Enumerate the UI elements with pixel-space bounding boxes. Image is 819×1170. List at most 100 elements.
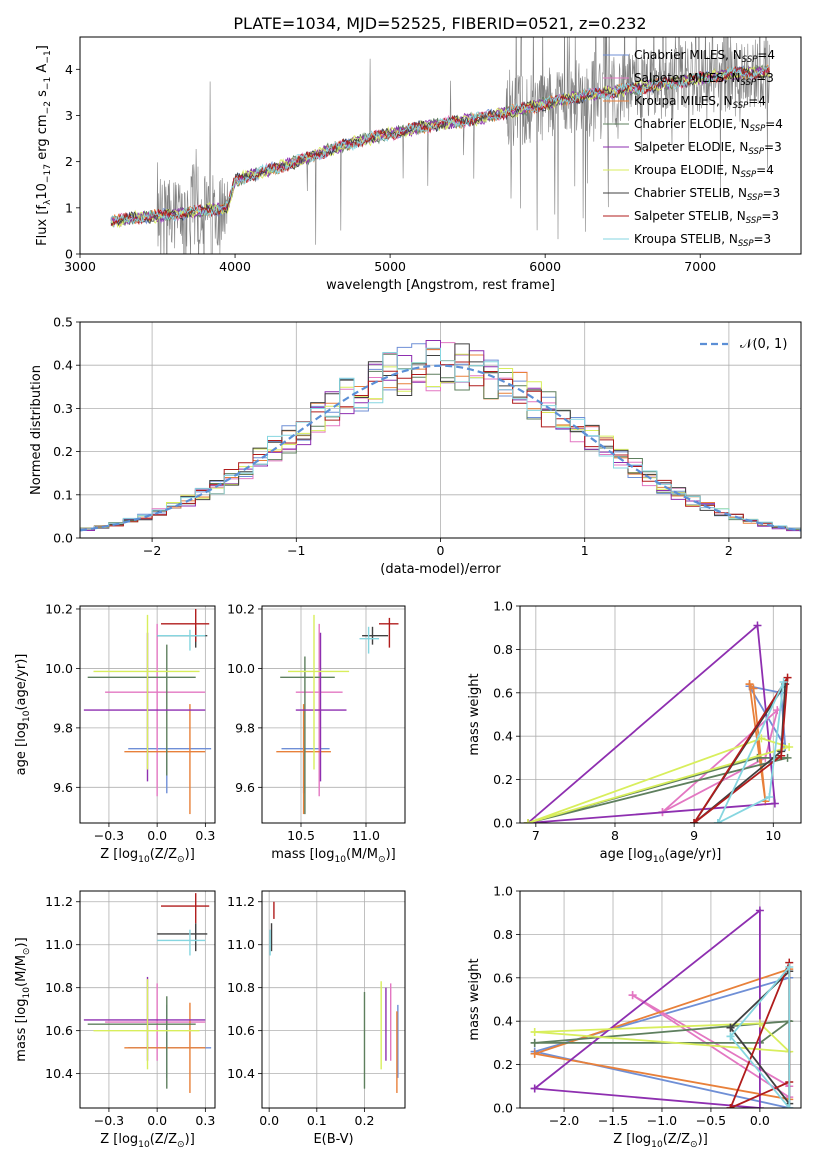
point-salpeter-elodie xyxy=(83,632,206,782)
y-tick-label: 10.4 xyxy=(45,1066,73,1081)
legend-entry-label: Chabrier STELIB, N xyxy=(634,186,747,200)
point-kroupa-stelib xyxy=(157,929,206,956)
x-axis-label: mass [log10(M/M⊙)] xyxy=(271,847,395,865)
legend-entry-label: Kroupa STELIB, N xyxy=(634,232,738,246)
legend-entry-label: Kroupa ELODIE, N xyxy=(634,163,741,177)
y-axis-label-part: −1 xyxy=(43,50,53,63)
x-axis-label-part: (M/M xyxy=(346,847,378,862)
plot-area-weight-vs-Z xyxy=(530,906,794,1108)
x-tick-label: 4000 xyxy=(219,259,251,274)
weight-marker xyxy=(523,819,532,823)
legend-entry-sub: SSP xyxy=(741,170,757,180)
plot-area-age-vs-mass xyxy=(276,614,399,815)
panel-residuals: −2 −1 0 1 2 0.0 0.1 0.2 0.3 0.4 0.5 (data-model)/er… xyxy=(29,315,802,577)
point-kroupa-miles xyxy=(124,704,206,815)
x-axis-label-part: 10 xyxy=(651,1140,663,1150)
x-tick-label: 0.0 xyxy=(750,1113,770,1128)
y-tick-label: 0.1 xyxy=(53,487,73,502)
legend-entry: Kroupa MILES, NSSP=4 xyxy=(634,94,766,111)
point-kroupa-elodie xyxy=(93,979,200,1070)
weight-line-salpeter-stelib xyxy=(693,677,789,823)
y-tick-label: 10.2 xyxy=(45,601,73,616)
x-axis-label-part: mass [log xyxy=(271,847,334,862)
plot-area-weight-vs-age xyxy=(523,621,794,823)
model-line-kroupa-stelib xyxy=(110,65,770,225)
model-line-salpeter-stelib xyxy=(110,66,771,227)
legend-entry-label: Salpeter STELIB, N xyxy=(634,209,746,223)
weight-marker xyxy=(713,819,722,823)
y-axis-label-part: ⊙ xyxy=(22,947,32,955)
y-axis-label: mass weight xyxy=(467,673,482,755)
x-axis-label: E(B-V) xyxy=(313,1132,353,1147)
weight-marker xyxy=(785,962,794,971)
x-axis-label-part: Z [log xyxy=(100,1132,138,1147)
weight-marker xyxy=(755,906,764,915)
y-tick-label: 11.0 xyxy=(45,937,73,952)
y-tick-label: 10.2 xyxy=(227,601,255,616)
x-tick-label: −0.5 xyxy=(696,1113,726,1128)
legend-entry-sub: SSP xyxy=(750,124,766,134)
legend-entry: Salpeter STELIB, NSSP=3 xyxy=(634,209,779,226)
y-tick-label: 0.5 xyxy=(53,315,73,330)
x-axis-label-part: 10 xyxy=(653,855,665,865)
panel-mass-vs-ebv: 0.0 0.1 0.2 10.4 10.6 10.8 11.0 11.2 E(B-V) xyxy=(227,890,406,1147)
weight-marker xyxy=(770,799,779,808)
panel-weight-vs-Z: −2.0 −1.5 −1.0 −0.5 0.0 0.0 0.2 0.4 0.6 0.8 1.0 Z [… xyxy=(467,884,802,1150)
x-axis-label-part: Z [log xyxy=(100,847,138,862)
legend-entry-tail: =3 xyxy=(756,71,774,85)
x-axis-label-part: 10 xyxy=(138,1140,150,1150)
y-axis-label-part: A xyxy=(35,64,50,77)
x-axis-label-part: ⊙ xyxy=(378,855,386,865)
legend-entry-sub: SSP xyxy=(746,216,762,226)
y-axis-label-part: mass [log xyxy=(14,999,29,1062)
y-tick-label: 0.2 xyxy=(493,772,513,787)
y-tick-label: 1.0 xyxy=(493,599,513,614)
axes-frame xyxy=(261,605,406,824)
weight-marker xyxy=(530,1038,539,1047)
weight-marker xyxy=(530,1049,539,1058)
x-axis-label-part: (Z/Z xyxy=(150,847,177,862)
figure-title: PLATE=1034, MJD=52525, FIBERID=0521, z=0… xyxy=(233,14,646,33)
x-tick-label: 0.0 xyxy=(259,1113,279,1128)
x-tick-label: 6000 xyxy=(529,259,561,274)
weight-marker xyxy=(628,991,637,1000)
legend-entry-tail: =4 xyxy=(756,163,774,177)
histogram-chabrier-stelib xyxy=(80,343,801,529)
point-chabrier-elodie xyxy=(87,996,196,1089)
y-tick-label: 11.0 xyxy=(227,937,255,952)
y-axis-label-part: 10 xyxy=(22,710,32,722)
x-tick-label: −2.0 xyxy=(549,1113,579,1128)
x-tick-label: 0.2 xyxy=(355,1113,375,1128)
y-tick-label: 2 xyxy=(65,154,73,169)
point-chabrier-elodie xyxy=(280,656,335,815)
x-axis-label-part: 10 xyxy=(334,855,346,865)
legend-entry-label: Chabrier ELODIE, N xyxy=(634,117,750,131)
y-tick-label: 9.8 xyxy=(53,720,73,735)
weight-marker xyxy=(753,621,762,630)
y-tick-label: 0.2 xyxy=(53,444,73,459)
legend-entry: Kroupa ELODIE, NSSP=4 xyxy=(634,163,774,180)
y-tick-label: 0.4 xyxy=(493,1014,513,1029)
weight-marker xyxy=(765,792,774,801)
legend-entry: Salpeter ELODIE, NSSP=3 xyxy=(634,140,782,157)
y-tick-label: 0.6 xyxy=(493,970,513,985)
point-chabrier-stelib xyxy=(157,626,208,648)
weight-marker xyxy=(783,753,792,762)
x-axis-label-part: age [log xyxy=(600,847,653,862)
legend-entry-label: Salpeter MILES, N xyxy=(634,71,741,85)
y-axis-label-part: −1 xyxy=(43,77,53,90)
x-tick-label: 3000 xyxy=(64,259,96,274)
point-salpeter-stelib xyxy=(161,893,210,924)
weight-marker xyxy=(757,734,766,743)
x-axis-label-part: (age/yr)] xyxy=(664,847,721,862)
x-axis-label-part: )] xyxy=(185,847,195,862)
axes-frame xyxy=(79,890,216,1109)
x-tick-label: −2 xyxy=(143,543,161,558)
point-salpeter-elodie xyxy=(295,632,347,782)
x-tick-label: 0.3 xyxy=(195,1113,215,1128)
point-chabrier-miles xyxy=(128,1004,212,1078)
weight-marker xyxy=(726,1032,735,1041)
y-axis-label-part: ] xyxy=(35,45,50,50)
point-salpeter-stelib xyxy=(379,617,399,648)
x-axis-label: (data-model)/error xyxy=(380,562,501,577)
